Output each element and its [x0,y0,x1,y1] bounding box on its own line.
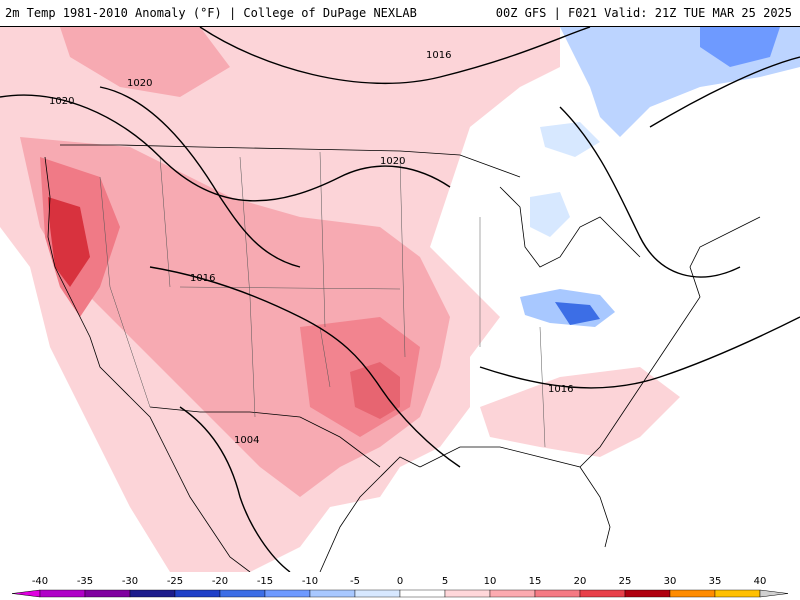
us-mexico-border [149,406,381,468]
anomaly-shading [0,27,800,572]
title-bar: 2m Temp 1981-2010 Anomaly (°F) | College… [0,0,800,26]
atlantic-coastline [579,216,761,468]
anomaly-canada-pink [60,27,230,97]
isobar-east [559,106,741,278]
anomaly-great-lakes-blue [530,192,570,237]
isobar-1004 [179,406,291,572]
legend-tick-label: 10 [484,576,497,587]
valid-time-label: 00Z GFS | F021 Valid: 21Z TUE MAR 25 202… [495,6,792,20]
gulf-coastline [419,446,611,548]
isobar-1020 [0,94,451,202]
legend-swatch [669,589,716,598]
us-canada-border [60,144,521,178]
legend-tick-label: -5 [350,576,360,587]
legend-arrow-high [759,589,789,598]
great-lakes-outline [499,186,641,268]
legend-swatch [444,589,491,598]
pressure-label: 1004 [234,435,259,446]
legend-swatch [39,589,86,598]
legend-swatch [309,589,356,598]
legend-swatch [84,589,131,598]
legend-swatch [534,589,581,598]
legend-tick-label: -20 [212,576,228,587]
anomaly-northeast-darkblue [700,27,780,67]
legend-tick-label: -15 [257,576,273,587]
legend-tick-label: 40 [754,576,767,587]
mexico-gulf-coast [319,456,421,572]
isobar-northeast [649,56,800,128]
geography [44,144,761,572]
legend-tick-label: 35 [709,576,722,587]
legend-tick-label: -10 [302,576,318,587]
legend-swatch [714,589,761,598]
anomaly-ohio-valley-darkblue [555,302,600,325]
legend-tick-label: -40 [32,576,48,587]
legend-tick-label: 5 [442,576,448,587]
pressure-label: 1020 [380,156,405,167]
us-west-coastline [44,156,251,572]
legend-swatch [354,589,401,598]
legend-swatch [399,589,446,598]
legend-swatch [129,589,176,598]
legend-tick-label: -30 [122,576,138,587]
legend-arrow-low [11,589,41,598]
pressure-label: 1016 [548,384,573,395]
state-borders [99,151,546,448]
legend-tick-label: 30 [664,576,677,587]
isobar-1016-north [199,27,591,85]
legend-tick-label: 20 [574,576,587,587]
anomaly-southern-plains-red [300,317,420,437]
legend-canvas: -40 -35 -30 -25 -20 -15 -10 -5 0 5 10 15 20 25 30 35 40 [11,576,789,598]
legend-swatch [219,589,266,598]
pressure-label: 1016 [426,50,451,61]
isobar-1020-b [99,86,301,268]
anomaly-ontario-blue [540,122,600,157]
isobar-1016-central [149,266,461,468]
legend-swatch [624,589,671,598]
legend-tick-label: 15 [529,576,542,587]
legend-tick-label: -25 [167,576,183,587]
isobars [0,27,800,572]
legend-swatch [579,589,626,598]
legend-swatch [489,589,536,598]
pressure-label: 1020 [49,96,74,107]
legend-tick-label: 25 [619,576,632,587]
legend-tick-label: -35 [77,576,93,587]
anomaly-southeast-pink [480,367,680,457]
pressure-label: 1016 [190,273,215,284]
anomaly-map: 1016 1020 1020 1020 1016 1004 1016 [0,26,800,573]
legend-swatch [174,589,221,598]
legend-swatch [264,589,311,598]
pressure-labels: 1016 1020 1020 1020 1016 1004 1016 [49,50,573,446]
anomaly-west-coast-dark [48,197,90,287]
map-canvas: 1016 1020 1020 1020 1016 1004 1016 [0,27,800,572]
isobar-1016-southeast [479,316,800,389]
pressure-label: 1020 [127,78,152,89]
color-legend: -40 -35 -30 -25 -20 -15 -10 -5 0 5 10 15 20 25 30 35 40 [0,572,800,600]
legend-tick-label: 0 [397,576,403,587]
product-title: 2m Temp 1981-2010 Anomaly (°F) | College… [5,6,417,20]
